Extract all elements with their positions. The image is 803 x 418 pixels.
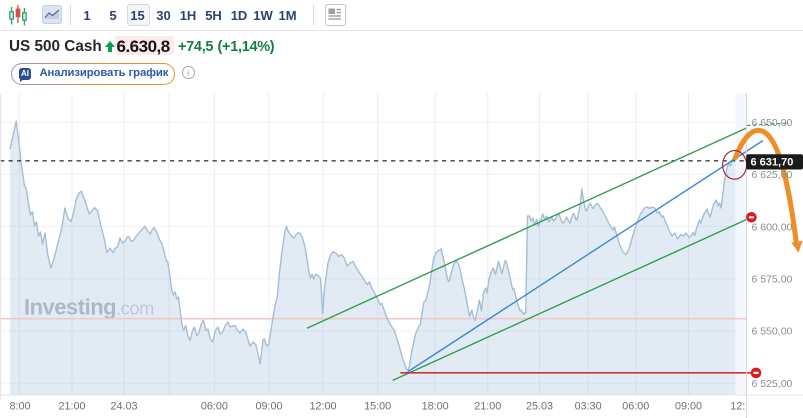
svg-text:12:: 12: [730,401,745,413]
svg-text:15:00: 15:00 [364,401,391,413]
svg-text:6 550,00: 6 550,00 [752,326,793,338]
svg-text:6 600,00: 6 600,00 [752,221,793,233]
svg-text:6 650,00: 6 650,00 [752,117,793,129]
svg-text:Investing.com: Investing.com [24,295,154,320]
svg-text:8:00: 8:00 [9,401,30,413]
svg-text:06:00: 06:00 [622,401,649,413]
svg-text:6 625,00: 6 625,00 [752,169,793,181]
svg-text:24.03: 24.03 [110,401,137,413]
svg-text:12:00: 12:00 [309,401,336,413]
svg-text:18:00: 18:00 [422,401,449,413]
svg-text:25.03: 25.03 [526,401,553,413]
svg-text:09:00: 09:00 [675,401,702,413]
svg-text:06:00: 06:00 [201,401,228,413]
svg-text:03:30: 03:30 [575,401,602,413]
svg-text:09:00: 09:00 [255,401,282,413]
svg-text:6 575,00: 6 575,00 [752,274,793,286]
svg-text:6 631,70: 6 631,70 [751,157,794,169]
svg-text:6 525,00: 6 525,00 [752,378,793,390]
svg-text:21:00: 21:00 [474,401,501,413]
svg-text:21:00: 21:00 [58,401,85,413]
